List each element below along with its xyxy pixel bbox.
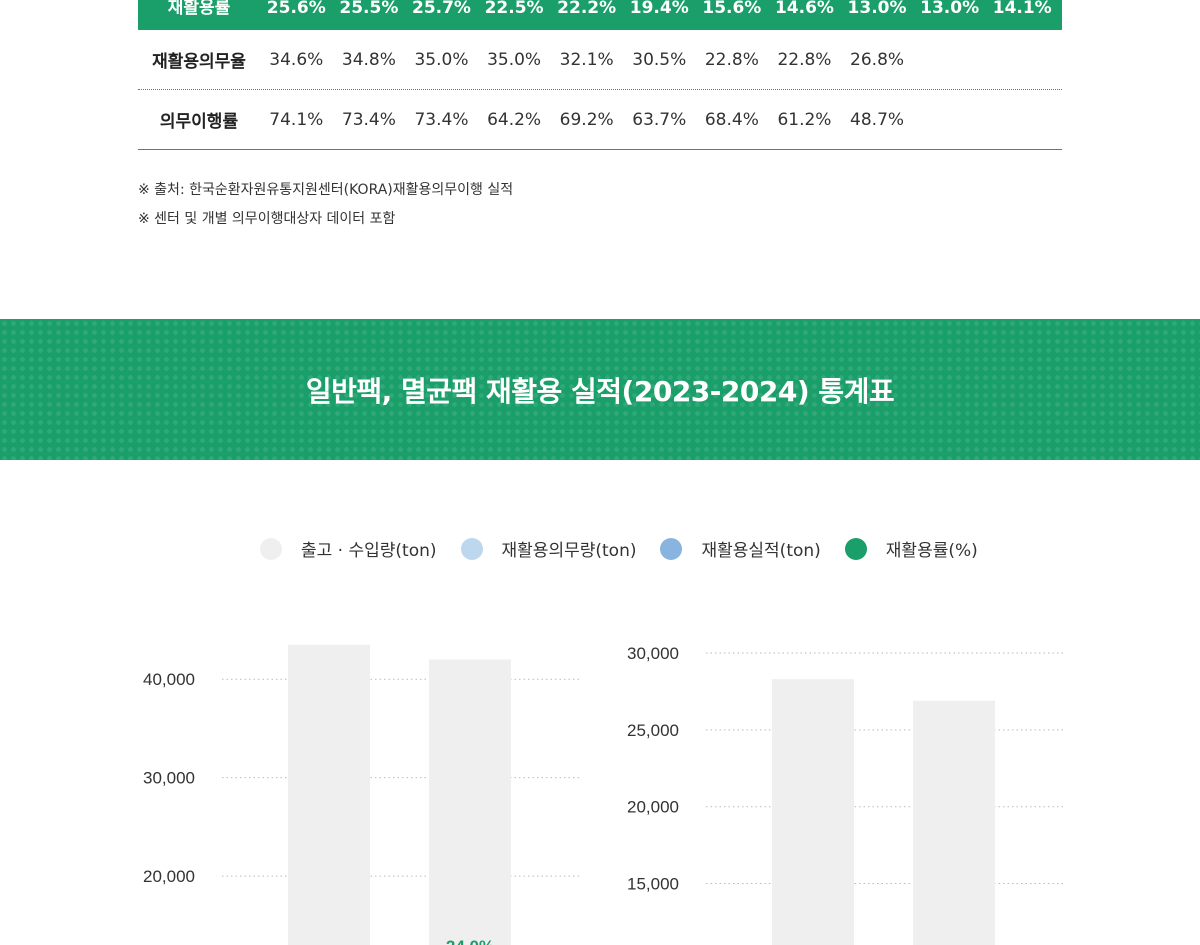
table-cell: 64.2% bbox=[487, 109, 542, 130]
table-row: 재활용의무율 34.6% 34.8% 35.0% 35.0% 32.1% 30.… bbox=[138, 30, 1062, 90]
y-tick-label: 30,000 bbox=[627, 644, 679, 663]
row-label: 의무이행률 bbox=[159, 112, 239, 132]
legend-label: 재활용실적(ton) bbox=[701, 541, 821, 561]
row-label: 재활용률 bbox=[167, 0, 231, 18]
table-cell: 34.8% bbox=[341, 49, 396, 70]
table-cell: 22.8% bbox=[777, 49, 832, 70]
table-notes: ※ 출처: 한국순환자원유통지원센터(KORA)재활용의무이행 실적 ※ 센터 … bbox=[138, 176, 513, 234]
legend-item-rate: 재활용률(%) bbox=[844, 536, 978, 561]
table-row: 의무이행률 74.1% 73.4% 73.4% 64.2% 69.2% 63.7… bbox=[138, 90, 1062, 150]
row-cells: 74.1% 73.4% 73.4% 64.2% 69.2% 63.7% 68.4… bbox=[260, 110, 913, 130]
legend-item-performance: 재활용실적(ton) bbox=[660, 536, 821, 561]
table-cell: 74.1% bbox=[269, 109, 324, 130]
table-cell: 25.7% bbox=[411, 0, 471, 18]
table-cell: 22.8% bbox=[704, 49, 759, 70]
table-cell: 73.4% bbox=[414, 109, 469, 130]
sterile-pack-chart: 15,000 20,000 25,000 30,000 bbox=[600, 590, 1200, 945]
table-cell: 22.5% bbox=[484, 0, 544, 18]
table-cell: 35.0% bbox=[487, 49, 542, 70]
table-cell: 15.6% bbox=[702, 0, 762, 18]
row-label: 재활용의무율 bbox=[152, 52, 246, 72]
table-cell: 13.0% bbox=[847, 0, 907, 18]
section-title: 일반팩, 멸균팩 재활용 실적(2023-2024) 통계표 bbox=[305, 374, 895, 408]
table-cell: 25.6% bbox=[266, 0, 326, 18]
legend-swatch bbox=[260, 537, 282, 560]
bar bbox=[288, 644, 370, 945]
legend-swatch bbox=[844, 537, 867, 560]
scope-note: ※ 센터 및 개별 의무이행대상자 데이터 포함 bbox=[138, 211, 396, 227]
table-cell: 34.6% bbox=[269, 49, 324, 70]
legend-label: 재활용률(%) bbox=[885, 541, 978, 561]
table-cell: 19.4% bbox=[629, 0, 689, 18]
bar bbox=[429, 659, 511, 945]
sterile-pack-chart-svg: 15,000 20,000 25,000 30,000 bbox=[627, 644, 1066, 945]
y-tick-label: 20,000 bbox=[627, 798, 679, 817]
table-cell: 22.2% bbox=[557, 0, 617, 18]
header-cells: 25.6% 25.5% 25.7% 22.5% 22.2% 19.4% 15.6… bbox=[260, 0, 1059, 18]
general-pack-chart: 20,000 30,000 40,000 24.0% bbox=[0, 590, 600, 945]
row-cells: 34.6% 34.8% 35.0% 35.0% 32.1% 30.5% 22.8… bbox=[260, 50, 913, 70]
source-note: ※ 출처: 한국순환자원유통지원센터(KORA)재활용의무이행 실적 bbox=[138, 182, 514, 198]
table-cell: 73.4% bbox=[341, 109, 396, 130]
legend-label: 재활용의무량(ton) bbox=[501, 541, 637, 561]
table-cell: 13.0% bbox=[920, 0, 980, 18]
table-header-row: 재활용률 25.6% 25.5% 25.7% 22.5% 22.2% 19.4%… bbox=[138, 0, 1062, 30]
table-cell: 68.4% bbox=[704, 109, 759, 130]
legend-swatch bbox=[660, 537, 683, 560]
table-cell: 35.0% bbox=[414, 49, 469, 70]
table-cell: 69.2% bbox=[559, 109, 614, 130]
table-cell: 14.6% bbox=[774, 0, 834, 18]
table-cell: 26.8% bbox=[850, 49, 905, 70]
rate-data-label: 24.0% bbox=[446, 937, 494, 945]
legend-swatch bbox=[460, 537, 483, 560]
section-banner: 일반팩, 멸균팩 재활용 실적(2023-2024) 통계표 bbox=[0, 319, 1200, 460]
table-cell: 61.2% bbox=[777, 109, 832, 130]
y-tick-label: 20,000 bbox=[143, 867, 195, 886]
table-cell: 14.1% bbox=[992, 0, 1052, 18]
legend-item-obligation: 재활용의무량(ton) bbox=[460, 536, 637, 561]
table-cell: 32.1% bbox=[559, 49, 614, 70]
legend-item-shipment: 출고 · 수입량(ton) bbox=[260, 536, 437, 561]
bar bbox=[913, 700, 995, 945]
y-tick-label: 40,000 bbox=[143, 670, 195, 689]
bar bbox=[772, 679, 854, 945]
y-tick-label: 25,000 bbox=[627, 721, 679, 740]
chart-legend: 출고 · 수입량(ton) 재활용의무량(ton) 재활용실적(ton) 재활용… bbox=[260, 536, 1002, 561]
y-tick-label: 15,000 bbox=[627, 875, 679, 894]
table-cell: 48.7% bbox=[850, 109, 905, 130]
recycling-table: 재활용률 25.6% 25.5% 25.7% 22.5% 22.2% 19.4%… bbox=[138, 0, 1062, 150]
table-cell: 25.5% bbox=[339, 0, 399, 18]
legend-label: 출고 · 수입량(ton) bbox=[301, 541, 437, 561]
general-pack-chart-svg: 20,000 30,000 40,000 24.0% bbox=[143, 644, 582, 945]
y-tick-label: 30,000 bbox=[143, 769, 195, 788]
table-cell: 30.5% bbox=[632, 49, 687, 70]
table-cell: 63.7% bbox=[632, 109, 687, 130]
